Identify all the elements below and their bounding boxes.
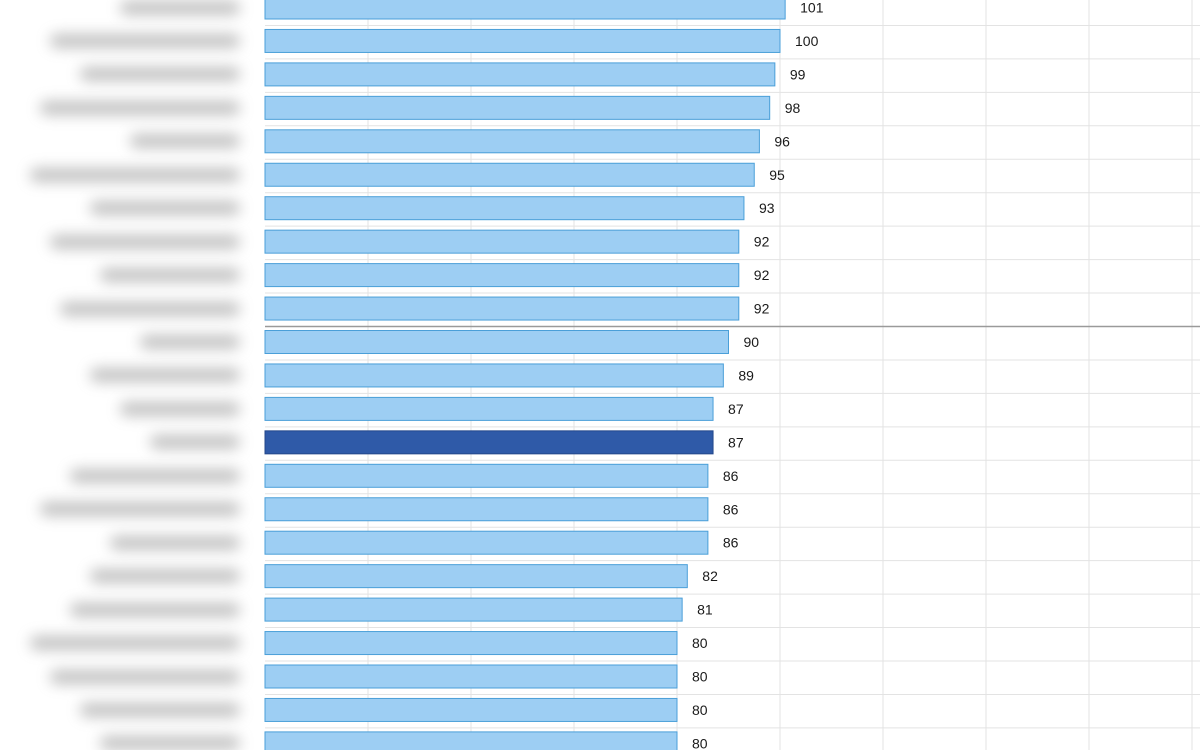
bar-value-label: 95	[769, 167, 785, 183]
bar-value-label: 86	[723, 501, 739, 517]
bar-value-label: 80	[692, 635, 708, 651]
category-label-blurred	[110, 535, 240, 550]
category-label-blurred	[90, 201, 240, 216]
category-label-blurred	[140, 335, 240, 349]
bar-value-label: 98	[785, 100, 801, 116]
category-label-blurred	[30, 167, 240, 182]
bar-value-label: 93	[759, 200, 775, 216]
bar	[264, 664, 678, 689]
category-labels-blurred	[0, 0, 260, 750]
bar-value-label: 80	[692, 735, 708, 750]
bar-highlighted	[264, 430, 714, 455]
bar-value-label: 99	[790, 66, 806, 82]
bar	[264, 62, 776, 87]
category-label-blurred	[120, 0, 240, 15]
category-label-blurred	[80, 67, 240, 82]
category-label-blurred	[100, 736, 240, 750]
category-label-blurred	[90, 569, 240, 584]
bar-value-label: 96	[774, 133, 790, 149]
category-label-blurred	[30, 636, 240, 651]
bar-value-label: 92	[754, 301, 770, 317]
bar-value-label: 89	[738, 367, 754, 383]
bar	[264, 330, 729, 354]
bar-value-label: 87	[728, 434, 744, 450]
category-label-blurred	[150, 435, 240, 450]
bar	[264, 296, 740, 321]
bar-value-label: 100	[795, 33, 819, 49]
bar	[264, 28, 781, 53]
bar-value-label: 90	[744, 334, 760, 350]
bar-value-label: 92	[754, 234, 770, 250]
bar	[264, 463, 709, 488]
bar	[264, 129, 760, 154]
bar-value-label: 81	[697, 602, 713, 618]
bar-value-label: 82	[702, 568, 718, 584]
category-label-blurred	[100, 268, 240, 283]
bar	[264, 396, 714, 421]
bar	[264, 697, 678, 722]
bar-value-label: 80	[692, 669, 708, 685]
bar-value-label: 86	[723, 468, 739, 484]
bar	[264, 95, 771, 120]
bar-value-label: 87	[728, 401, 744, 417]
bar	[264, 530, 709, 555]
bar-value-label: 101	[800, 0, 824, 16]
bar	[264, 597, 683, 622]
bar-value-label: 86	[723, 535, 739, 551]
bar-value-label: 80	[692, 702, 708, 718]
category-label-blurred	[130, 134, 240, 149]
category-label-blurred	[50, 33, 240, 48]
category-label-blurred	[80, 702, 240, 717]
category-label-blurred	[50, 669, 240, 684]
category-label-blurred	[40, 502, 240, 517]
bar-value-label: 92	[754, 267, 770, 283]
bar	[264, 363, 724, 388]
bar	[264, 0, 786, 20]
bar	[264, 564, 688, 589]
bar	[264, 162, 755, 187]
category-label-blurred	[90, 368, 240, 383]
category-label-blurred	[70, 468, 240, 483]
bar	[264, 497, 709, 522]
bar	[264, 263, 740, 288]
category-label-blurred	[70, 602, 240, 617]
category-label-blurred	[50, 234, 240, 249]
bar	[264, 196, 745, 221]
bar	[264, 631, 678, 656]
category-label-blurred	[120, 401, 240, 416]
category-label-blurred	[40, 100, 240, 115]
bar	[264, 229, 740, 254]
bar	[264, 731, 678, 750]
category-label-blurred	[60, 301, 240, 316]
